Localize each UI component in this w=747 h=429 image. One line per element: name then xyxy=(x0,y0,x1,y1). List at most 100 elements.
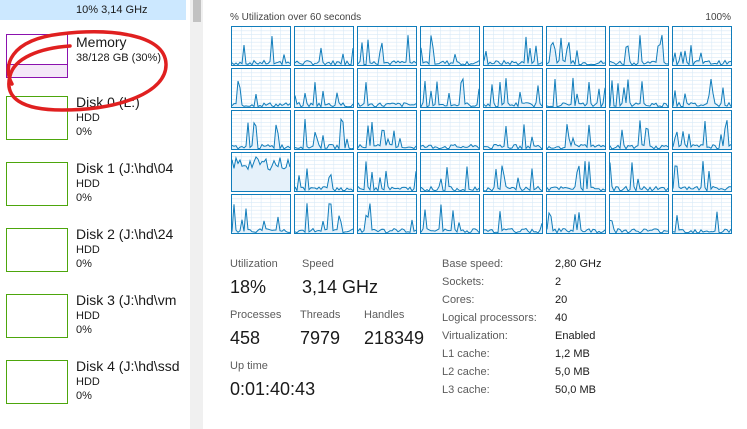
logical-processor-graph xyxy=(294,152,354,192)
graph-max-label: 100% xyxy=(705,12,731,23)
logical-processor-graph xyxy=(483,68,543,108)
disk-0-thumbnail-graph xyxy=(6,96,68,140)
logical-processor-graph xyxy=(609,68,669,108)
logical-processor-graph xyxy=(357,110,417,150)
processes-value: 458 xyxy=(230,328,261,348)
logical-processor-graph xyxy=(609,26,669,66)
logical-processor-graph xyxy=(357,68,417,108)
threads-label: Threads xyxy=(300,309,341,321)
spec-value-logical-processors: 40 xyxy=(555,312,568,324)
logical-processor-graph xyxy=(420,152,480,192)
logical-processor-graph xyxy=(672,194,732,234)
spec-label-virtualization: Virtualization: xyxy=(442,330,508,342)
logical-processor-graph xyxy=(483,194,543,234)
logical-processor-graph xyxy=(357,194,417,234)
logical-processor-graph xyxy=(672,110,732,150)
logical-processor-graph xyxy=(294,26,354,66)
handles-label: Handles xyxy=(364,309,405,321)
disk-1-thumbnail-graph xyxy=(6,162,68,206)
sidebar-item-disk-4-label: Disk 4 (J:\hd\ssd xyxy=(76,358,180,374)
spec-label-cores: Cores: xyxy=(442,294,475,306)
sidebar-item-disk-2[interactable]: Disk 2 (J:\hd\24 HDD 0% xyxy=(0,226,186,292)
sidebar-item-disk-0[interactable]: Disk 0 (L:) HDD 0% xyxy=(0,94,186,160)
logical-processor-graph xyxy=(609,110,669,150)
spec-label-l1-cache: L1 cache: xyxy=(442,348,490,360)
sidebar-scrollbar-thumb[interactable] xyxy=(193,0,201,22)
sidebar-item-disk-2-type: HDD xyxy=(76,244,100,256)
logical-processor-graph xyxy=(609,152,669,192)
logical-processor-graph xyxy=(483,110,543,150)
logical-processor-graph xyxy=(231,152,291,192)
disk-4-thumbnail-graph xyxy=(6,360,68,404)
logical-processor-graph xyxy=(546,26,606,66)
spec-value-l1-cache: 1,2 MB xyxy=(555,348,590,360)
sidebar-item-disk-4[interactable]: Disk 4 (J:\hd\ssd HDD 0% xyxy=(0,358,186,424)
logical-processor-graph xyxy=(420,26,480,66)
sidebar-item-disk-4-type: HDD xyxy=(76,376,100,388)
logical-processor-graphs xyxy=(231,26,735,236)
sidebar-item-disk-3[interactable]: Disk 3 (J:\hd\vm HDD 0% xyxy=(0,292,186,358)
graph-caption: % Utilization over 60 seconds xyxy=(230,12,362,23)
cpu-performance-panel: % Utilization over 60 seconds 100% Utili… xyxy=(203,0,747,429)
sidebar-item-disk-3-type: HDD xyxy=(76,310,100,322)
logical-processor-graph xyxy=(231,68,291,108)
uptime-value: 0:01:40:43 xyxy=(230,379,316,399)
logical-processor-graph xyxy=(420,68,480,108)
logical-processor-graph xyxy=(546,152,606,192)
spec-value-base-speed: 2,80 GHz xyxy=(555,258,602,270)
logical-processor-graph xyxy=(357,26,417,66)
resource-sidebar: 10% 3,14 GHz Memory 38/128 GB (30%) Disk… xyxy=(0,0,190,429)
logical-processor-graph xyxy=(357,152,417,192)
logical-processor-graph xyxy=(672,26,732,66)
disk-3-thumbnail-graph xyxy=(6,294,68,338)
sidebar-item-disk-0-type: HDD xyxy=(76,112,100,124)
processes-label: Processes xyxy=(230,309,282,321)
logical-processor-graph xyxy=(231,26,291,66)
spec-value-sockets: 2 xyxy=(555,276,562,288)
spec-label-l2-cache: L2 cache: xyxy=(442,366,490,378)
spec-label-sockets: Sockets: xyxy=(442,276,485,288)
spec-label-logical-processors: Logical processors: xyxy=(442,312,537,324)
spec-value-cores: 20 xyxy=(555,294,568,306)
handles-value: 218349 xyxy=(364,328,425,348)
spec-label-l3-cache: L3 cache: xyxy=(442,384,490,396)
spec-value-virtualization: Enabled xyxy=(555,330,596,342)
speed-label: Speed xyxy=(302,258,334,270)
spec-label-base-speed: Base speed: xyxy=(442,258,504,270)
sidebar-item-memory[interactable]: Memory 38/128 GB (30%) xyxy=(0,28,186,94)
spec-value-l2-cache: 5,0 MB xyxy=(555,366,590,378)
sidebar-item-disk-1[interactable]: Disk 1 (J:\hd\04 HDD 0% xyxy=(0,160,186,226)
logical-processor-graph xyxy=(420,110,480,150)
sidebar-item-disk-3-label: Disk 3 (J:\hd\vm xyxy=(76,292,177,308)
sidebar-item-memory-detail: 38/128 GB (30%) xyxy=(76,52,161,64)
utilization-value: 18% xyxy=(230,277,267,297)
logical-processor-graph xyxy=(294,110,354,150)
uptime-label: Up time xyxy=(230,360,268,372)
sidebar-item-memory-label: Memory xyxy=(76,34,127,50)
logical-processor-graph xyxy=(483,26,543,66)
logical-processor-graph xyxy=(231,194,291,234)
sidebar-item-disk-1-usage: 0% xyxy=(76,192,92,204)
logical-processor-graph xyxy=(609,194,669,234)
sidebar-item-disk-4-usage: 0% xyxy=(76,390,92,402)
sidebar-item-disk-0-label: Disk 0 (L:) xyxy=(76,94,140,110)
logical-processor-graph xyxy=(672,68,732,108)
sidebar-scrollbar[interactable] xyxy=(190,0,203,429)
logical-processor-graph xyxy=(420,194,480,234)
utilization-label: Utilization xyxy=(230,258,278,270)
memory-thumbnail-graph xyxy=(6,34,68,78)
sidebar-item-disk-2-usage: 0% xyxy=(76,258,92,270)
sidebar-item-disk-1-label: Disk 1 (J:\hd\04 xyxy=(76,160,174,176)
logical-processor-graph xyxy=(294,68,354,108)
logical-processor-graph xyxy=(546,68,606,108)
speed-value: 3,14 GHz xyxy=(302,277,379,297)
logical-processor-graph xyxy=(294,194,354,234)
logical-processor-graph xyxy=(672,152,732,192)
logical-processor-graph xyxy=(483,152,543,192)
threads-value: 7979 xyxy=(300,328,341,348)
sidebar-item-cpu[interactable]: 10% 3,14 GHz xyxy=(0,0,186,20)
sidebar-item-cpu-detail: 10% 3,14 GHz xyxy=(76,4,148,16)
logical-processor-graph xyxy=(231,110,291,150)
sidebar-item-disk-0-usage: 0% xyxy=(76,126,92,138)
sidebar-item-disk-2-label: Disk 2 (J:\hd\24 xyxy=(76,226,174,242)
